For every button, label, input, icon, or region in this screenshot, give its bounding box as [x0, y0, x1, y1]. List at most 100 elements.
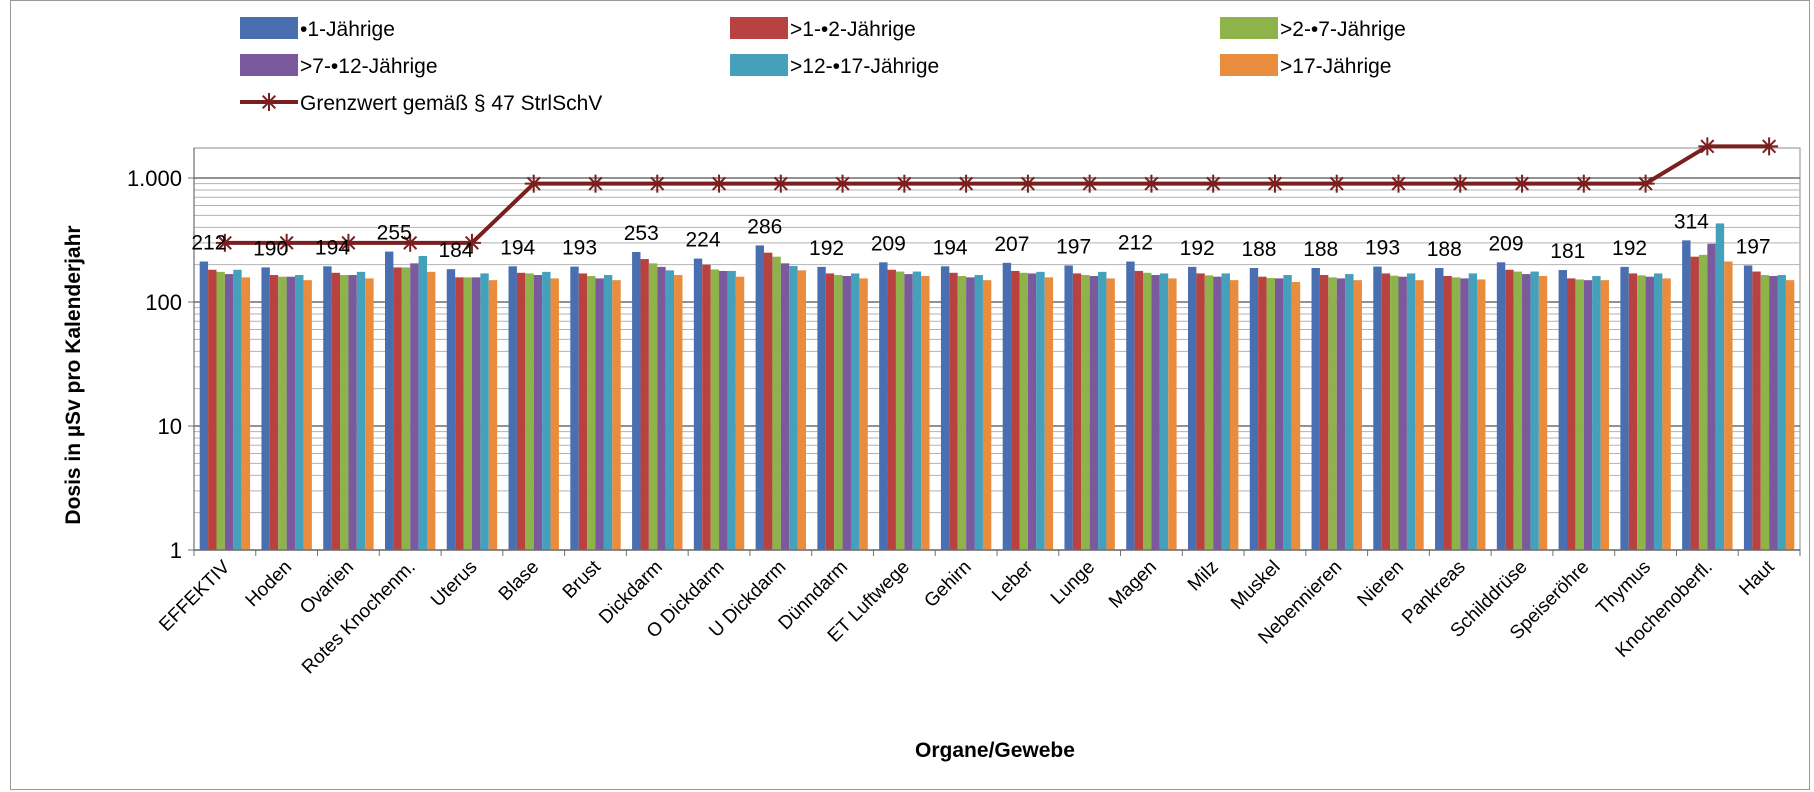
bar	[1690, 256, 1699, 550]
bar	[356, 271, 366, 550]
bar	[1229, 280, 1239, 550]
bar	[1398, 276, 1407, 550]
bar-layer	[199, 223, 1795, 551]
bar	[401, 267, 411, 550]
limit-line-marker	[895, 174, 914, 193]
bar	[1336, 278, 1346, 550]
bar	[1072, 273, 1082, 550]
bar	[1151, 275, 1160, 550]
limit-line-marker	[1389, 174, 1408, 193]
bar	[418, 255, 427, 550]
data-label-layer: 212 190 194 255 184 194 193 253 224 286 192 209 194 2…	[191, 210, 1770, 263]
bar	[570, 266, 579, 550]
legend-label: Grenzwert gemäß § 47 StrlSchV	[300, 92, 602, 115]
legend-label: >1-•2-Jährige	[790, 18, 916, 41]
bar	[1406, 273, 1416, 550]
bar	[949, 272, 958, 550]
category-label: Lunge	[1047, 557, 1099, 609]
bar	[1106, 278, 1115, 550]
bar	[1443, 276, 1452, 550]
bar	[710, 269, 720, 550]
bar	[1126, 261, 1135, 550]
bar	[1715, 223, 1725, 551]
bar	[269, 275, 279, 550]
bar	[1353, 280, 1362, 550]
bar	[224, 274, 234, 550]
bar	[348, 275, 357, 550]
data-label: 197	[1736, 235, 1771, 258]
bar	[286, 276, 296, 550]
bar	[1653, 273, 1663, 550]
bar	[904, 274, 913, 550]
limit-line-marker	[586, 174, 605, 193]
legend-item: >7-•12-Jährige	[240, 54, 438, 78]
bar	[850, 273, 860, 550]
bar	[1682, 240, 1691, 550]
bar	[1098, 271, 1107, 550]
limit-line-marker	[1265, 174, 1284, 193]
bar	[780, 263, 790, 550]
data-label: 194	[500, 236, 535, 259]
limit-line-marker	[1636, 174, 1655, 193]
bar	[1460, 278, 1469, 550]
category-label: Gehirn	[920, 557, 975, 612]
data-label: 192	[1612, 237, 1647, 260]
bar	[895, 271, 905, 550]
bar	[1752, 271, 1761, 550]
category-label: Brust	[559, 556, 606, 603]
limit-line	[224, 144, 1770, 245]
limit-line-marker	[648, 174, 667, 193]
data-label: 194	[933, 236, 968, 259]
bar	[640, 259, 649, 550]
bar	[817, 266, 826, 550]
bar	[603, 275, 613, 550]
legend-item: >1-•2-Jährige	[730, 17, 916, 41]
bar	[578, 273, 588, 550]
bar	[1620, 266, 1629, 550]
bar	[1698, 254, 1708, 550]
bar	[719, 270, 728, 550]
bar	[1204, 275, 1214, 550]
bar	[1311, 268, 1320, 550]
bar	[1637, 275, 1646, 550]
bar	[1159, 273, 1169, 550]
bar	[1760, 275, 1770, 550]
bar	[1373, 266, 1382, 550]
bar	[1468, 273, 1478, 550]
bar	[1221, 273, 1230, 550]
category-label: Muskel	[1227, 557, 1284, 614]
bar	[772, 256, 781, 550]
data-label: 192	[809, 237, 844, 260]
bar	[1496, 262, 1506, 550]
bar	[1390, 275, 1399, 550]
bar	[1785, 280, 1795, 550]
bar	[1187, 266, 1197, 550]
limit-line-marker	[277, 233, 296, 252]
bar	[1707, 243, 1716, 550]
bar	[278, 276, 287, 550]
bar	[1089, 276, 1099, 550]
bar	[859, 278, 868, 550]
y-tick-label: 100	[145, 290, 182, 315]
y-tick-label: 10	[158, 414, 182, 439]
data-label: 181	[1550, 240, 1585, 263]
bar	[1168, 278, 1177, 550]
data-label: 192	[1180, 237, 1215, 260]
bar	[982, 280, 992, 550]
limit-line-marker	[1204, 174, 1223, 193]
category-label: Leber	[988, 556, 1038, 606]
bar	[648, 263, 658, 550]
legend-line-marker	[260, 93, 278, 111]
bar	[393, 267, 402, 550]
bar	[199, 261, 209, 550]
bar	[657, 266, 666, 550]
bar	[797, 270, 807, 550]
data-label: 207	[994, 233, 1029, 256]
bar	[426, 271, 436, 550]
bar	[1196, 273, 1205, 550]
bar	[1583, 280, 1593, 550]
bar	[1143, 272, 1152, 550]
bar	[1381, 273, 1391, 550]
data-label: 190	[253, 237, 288, 260]
